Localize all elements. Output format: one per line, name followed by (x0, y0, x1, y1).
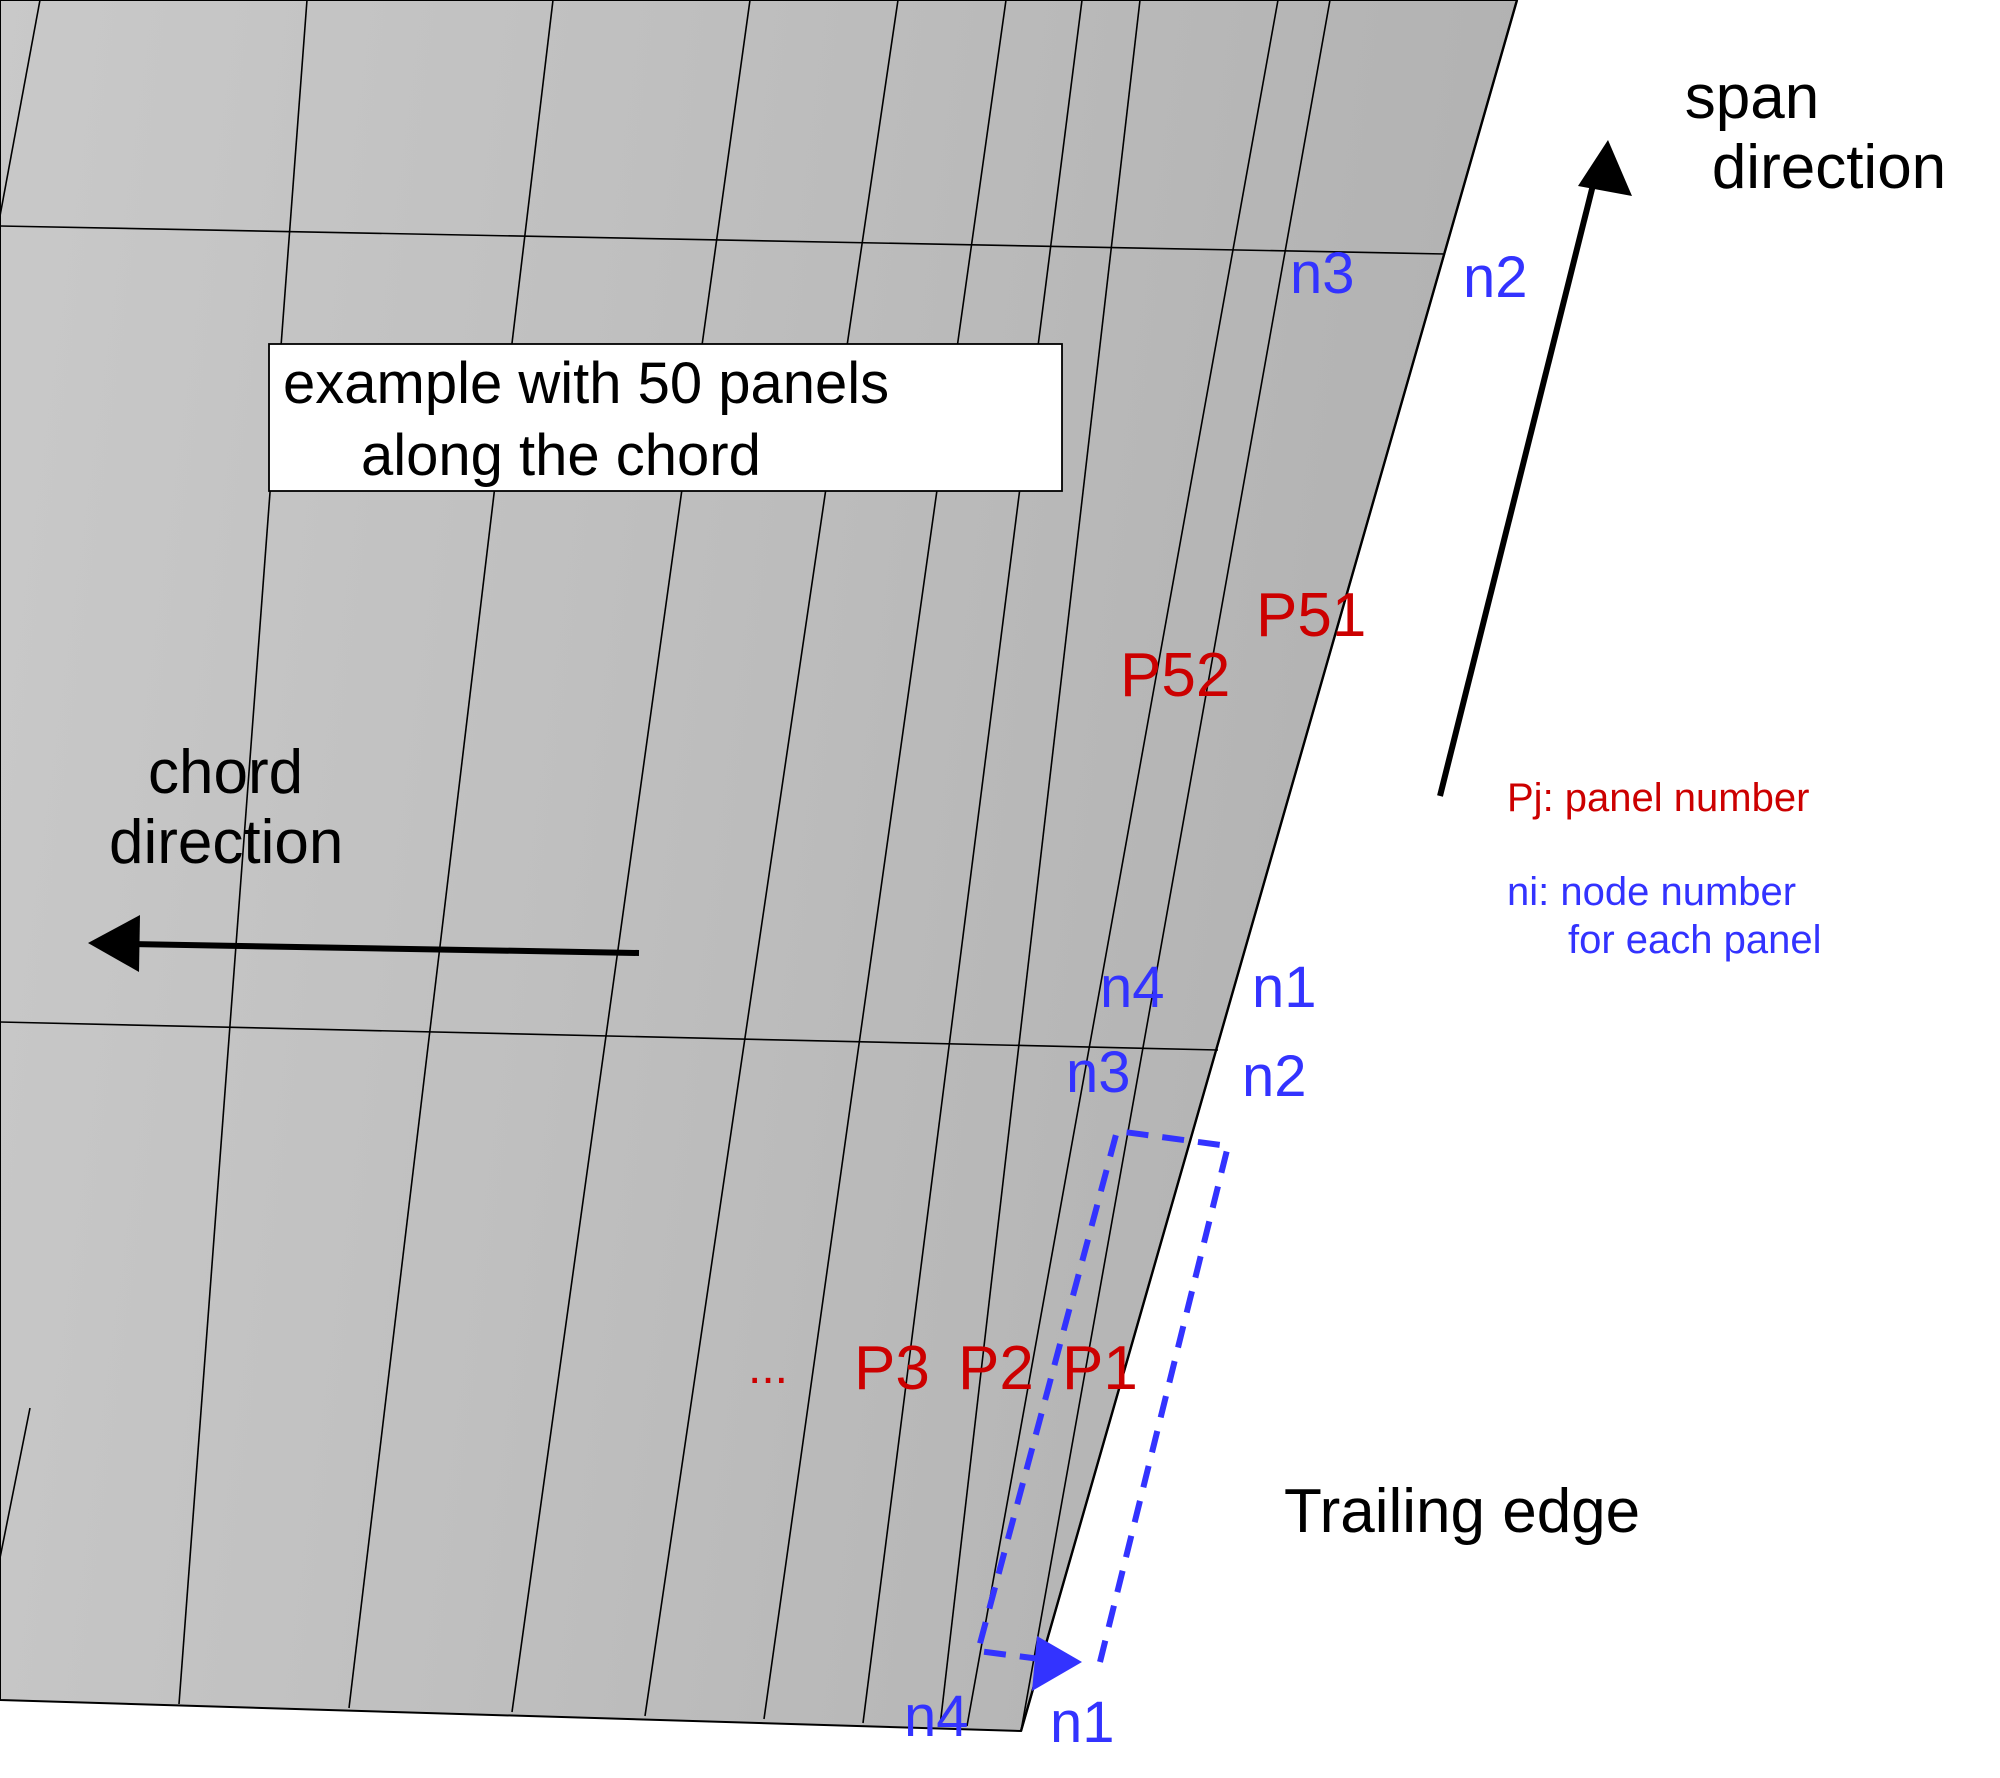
panel-label-p51: P51 (1256, 581, 1366, 650)
node-label-bottom-n4: n4 (904, 1684, 969, 1749)
chord-direction-label-2: direction (109, 808, 343, 877)
node-label-bottom-n1: n1 (1050, 1690, 1115, 1755)
spanwise-grid-lines (0, 0, 1331, 1732)
legend-node-number-1: ni: node number (1507, 870, 1796, 914)
info-box-line-2: along the chord (361, 423, 761, 488)
node-label-low-n2: n2 (1242, 1044, 1307, 1109)
info-box-line-1: example with 50 panels (283, 351, 889, 416)
span-direction-arrow (1437, 140, 1632, 797)
legend-panel-number: Pj: panel number (1507, 776, 1809, 820)
span-direction-label-2: direction (1712, 133, 1946, 202)
panel-label-p1: P1 (1062, 1334, 1138, 1403)
chord-direction-arrow (88, 915, 640, 972)
node-label-low-n3: n3 (1066, 1040, 1131, 1105)
node-label-top-n3: n3 (1290, 241, 1355, 306)
span-direction-label-1: span (1685, 63, 1819, 132)
node-label-mid-n1: n1 (1252, 955, 1317, 1020)
legend-node-number-2: for each panel (1568, 918, 1822, 962)
node-label-top-n2: n2 (1463, 245, 1528, 310)
trailing-edge-line (1019, 0, 1519, 1732)
panel-label-p52: P52 (1120, 641, 1230, 710)
chordwise-grid-lines (0, 225, 1446, 1051)
node-order-loop (974, 1127, 1232, 1691)
node-label-mid-n4: n4 (1100, 955, 1165, 1020)
node-order-arrowhead (1032, 1636, 1082, 1691)
panel-label-ellipsis: ... (748, 1341, 788, 1394)
chord-direction-label-1: chord (148, 738, 303, 807)
panel-label-p3: P3 (854, 1334, 930, 1403)
trailing-edge-label: Trailing edge (1284, 1477, 1640, 1546)
info-box (268, 343, 1063, 492)
panel-label-p2: P2 (958, 1334, 1034, 1403)
